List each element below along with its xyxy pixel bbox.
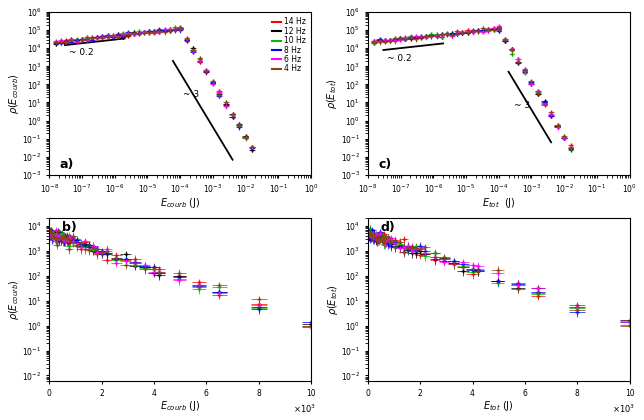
X-axis label: $E_{tot}$  (J): $E_{tot}$ (J): [482, 196, 516, 210]
Legend: 14 Hz, 12 Hz, 10 Hz, 8 Hz, 6 Hz, 4 Hz: 14 Hz, 12 Hz, 10 Hz, 8 Hz, 6 Hz, 4 Hz: [270, 16, 307, 75]
Text: ~ 0.2: ~ 0.2: [69, 48, 93, 58]
X-axis label: $E_{courb}$ (J): $E_{courb}$ (J): [160, 196, 200, 210]
Text: $\times 10^3$: $\times 10^3$: [612, 402, 635, 415]
Text: c): c): [378, 158, 392, 171]
X-axis label: $E_{courb}$ (J): $E_{courb}$ (J): [160, 399, 200, 413]
Text: d): d): [381, 221, 395, 234]
Text: $\times 10^3$: $\times 10^3$: [293, 402, 316, 415]
X-axis label: $E_{tot}$ (J): $E_{tot}$ (J): [484, 399, 514, 413]
Y-axis label: $\rho(E_{tot})$: $\rho(E_{tot})$: [326, 284, 339, 315]
Text: b): b): [62, 221, 77, 234]
Text: a): a): [60, 158, 74, 171]
Text: ~ 0.2: ~ 0.2: [388, 54, 412, 63]
Y-axis label: $\rho(E_{tot})$: $\rho(E_{tot})$: [325, 78, 339, 109]
Y-axis label: $\rho(E_{courb})$: $\rho(E_{courb})$: [7, 73, 21, 114]
Text: ~ 3: ~ 3: [183, 90, 199, 99]
Text: ~ 3: ~ 3: [515, 101, 531, 110]
Y-axis label: $\rho(E_{courb})$: $\rho(E_{courb})$: [7, 279, 21, 320]
